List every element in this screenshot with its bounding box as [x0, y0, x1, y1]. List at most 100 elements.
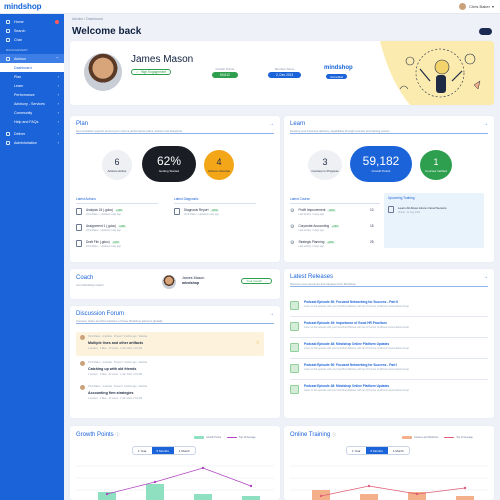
chat-icon — [6, 37, 10, 42]
sidebar-item-dashboard[interactable]: Dashboard — [0, 63, 64, 72]
chart-legend: Growth Points Top 10 Average — [194, 436, 256, 439]
sidebar-item-community[interactable]: Community › — [14, 110, 59, 115]
avatar — [80, 335, 85, 340]
sidebar-item-administration[interactable]: Administration › — [0, 138, 64, 147]
breadcrumb[interactable]: Advisor / Dashboard — [72, 17, 103, 21]
coach-brand: mindshop — [182, 281, 200, 285]
chevron-right-icon: › — [57, 131, 59, 136]
podcast-icon — [290, 364, 299, 373]
tab-1-year[interactable]: 1 Year — [352, 448, 361, 453]
course-count: 10 — [370, 208, 374, 212]
search-icon — [6, 28, 10, 33]
growth-points-chart-card: Growth Points ⓘ Growth Points Top 10 Aver… — [70, 426, 280, 500]
forum-card: Discussion Forum Connect, share and find… — [70, 306, 280, 418]
sidebar-item-search[interactable]: Search — [0, 26, 64, 35]
theme-toggle[interactable] — [479, 28, 492, 35]
list-item[interactable]: Learn All About Azure Cloud Servers Virtu… — [388, 206, 447, 214]
brand-logo: mindshop — [324, 65, 353, 71]
arrow-right-icon[interactable]: → — [483, 121, 488, 127]
forum-post[interactable]: Chris Baker · Australia · Posted 7 month… — [76, 332, 264, 356]
release-item[interactable]: Podcast Episode 50: Focused Networking f… — [290, 362, 478, 376]
tab-1-month[interactable]: 1 Month — [178, 448, 190, 453]
engagement-badge: ✓ High Engagement — [131, 69, 172, 75]
plan-title: Plan — [76, 121, 89, 127]
list-item[interactable]: Draft File (.gdoc) +20% Chris Baker · Upda… — [76, 240, 121, 248]
divider — [290, 133, 488, 134]
help-icon[interactable]: ⓘ — [332, 432, 337, 437]
divider — [290, 379, 488, 380]
accredited-badge: Accredited — [326, 74, 348, 79]
your-coach-button[interactable]: Your Coach → — [241, 278, 272, 284]
release-item[interactable]: Podcast Episode 50: Focused Networking f… — [290, 299, 478, 313]
sidebar-item-help[interactable]: Help and FAQs › — [14, 119, 59, 124]
divider — [290, 358, 488, 359]
top-bar: mindshop Chris Baker ▾ — [0, 0, 500, 14]
divider — [76, 133, 274, 134]
chart-legend: Courses and Webinars Top 10 Average — [402, 436, 473, 439]
course-icon: ⚙ — [290, 208, 295, 214]
list-item[interactable]: Analysis 24 (.gdoc) +20% Chris Baker · Upd… — [76, 208, 124, 216]
check-circle-icon: ✓ — [136, 70, 139, 74]
sidebar-item-advisor[interactable]: Advisor ⌃ — [0, 54, 64, 63]
upcoming-training-panel: Upcoming Training Learn All About Azure … — [384, 193, 484, 248]
growth-chart-title: Growth Points ⓘ — [76, 432, 120, 438]
chart-range-selector: 1 Year 6 Months 1 Month — [346, 446, 410, 455]
chevron-up-icon: ⌃ — [55, 56, 59, 61]
tab-6-months[interactable]: 6 Months — [365, 447, 388, 454]
coach-title: Coach — [76, 275, 94, 281]
sidebar-item-chat[interactable]: Chat — [0, 35, 64, 44]
divider — [290, 316, 488, 317]
user-menu[interactable]: Chris Baker ▾ — [459, 3, 494, 10]
document-icon — [174, 208, 180, 215]
divider — [290, 337, 488, 338]
arrow-right-icon[interactable]: → — [269, 121, 274, 127]
growth-points-stat: 59,182 Growth Points — [350, 146, 412, 182]
list-item[interactable]: ⚙ Corporate Accounting +20% Last activity: … — [290, 224, 340, 232]
chevron-down-icon: ▾ — [491, 4, 494, 9]
getting-started-stat: 62% Getting Started — [142, 146, 196, 182]
list-item[interactable]: ⚙ Profit Improvement +20% Last activity: 3 … — [290, 208, 336, 216]
coach-subtitle: Your Mindshop Coach — [76, 283, 104, 287]
sidebar-item-home[interactable]: Home — [0, 17, 64, 26]
sidebar-item-deliver[interactable]: Deliver › — [0, 129, 64, 138]
tab-1-year[interactable]: 1 Year — [138, 448, 147, 453]
releases-title: Latest Releases — [290, 274, 334, 280]
tab-1-month[interactable]: 1 Month — [392, 448, 404, 453]
arrow-right-icon[interactable]: → — [269, 311, 274, 317]
arrow-right-icon: → — [264, 279, 267, 283]
online-training-chart-card: Online Training ⓘ Courses and Webinars To… — [284, 426, 494, 500]
main-content: Advisor / Dashboard Welcome back James M… — [64, 14, 500, 500]
divider — [76, 323, 274, 324]
chevron-right-icon: › — [57, 110, 59, 115]
courses-in-progress-stat: 3 Courses in Progress — [308, 150, 342, 180]
release-item[interactable]: Podcast Episode 48: Mindshop Online Plat… — [290, 341, 478, 355]
list-item[interactable]: Assignment 1 (.gdoc) +20% Chris Baker · Up… — [76, 224, 127, 232]
sidebar-item-learn[interactable]: Learn › — [14, 83, 59, 88]
release-item[interactable]: Podcast Episode 48: Mindshop Online Plat… — [290, 383, 478, 397]
page-title: Welcome back — [72, 26, 142, 37]
growth-points-value: 59,812 — [212, 72, 238, 78]
list-item[interactable]: ⚙ Strategic Planning +20% Last activity: 3 … — [290, 240, 335, 248]
help-icon[interactable]: ⓘ — [115, 432, 120, 437]
release-item[interactable]: Podcast Episode 49: Importance of Good H… — [290, 320, 478, 334]
avatar — [80, 385, 85, 390]
sidebar-item-advisory-services[interactable]: Advisory - Services › — [14, 101, 59, 106]
training-chart-title: Online Training ⓘ — [290, 432, 337, 438]
sidebar-item-performance[interactable]: Performance › — [14, 92, 59, 97]
chevron-right-icon: › — [57, 119, 59, 124]
list-item[interactable]: Diagnosis Report +20% Chris Baker · Update… — [174, 208, 219, 216]
course-count: 15 — [370, 224, 374, 228]
tab-6-months[interactable]: 6 Months — [151, 447, 174, 454]
arrow-right-icon[interactable]: → — [483, 274, 488, 280]
forum-post[interactable]: Chris Baker · Australia · Posted 7 month… — [76, 382, 264, 406]
chevron-right-icon: › — [57, 92, 59, 97]
profile-card: James Mason ✓ High Engagement Growth Poin… — [70, 41, 494, 105]
sidebar-item-plan[interactable]: Plan › — [14, 74, 59, 79]
star-icon[interactable]: ☆ — [255, 340, 260, 346]
forum-post[interactable]: Chris Baker · Australia · Posted 7 month… — [76, 358, 264, 382]
home-icon — [6, 19, 10, 24]
member-since-metric: Member Since 2, Dec 2013 — [268, 67, 302, 78]
logo[interactable]: mindshop — [4, 2, 42, 11]
hero-illustration — [370, 41, 494, 105]
user-name: Chris Baker — [469, 4, 490, 9]
